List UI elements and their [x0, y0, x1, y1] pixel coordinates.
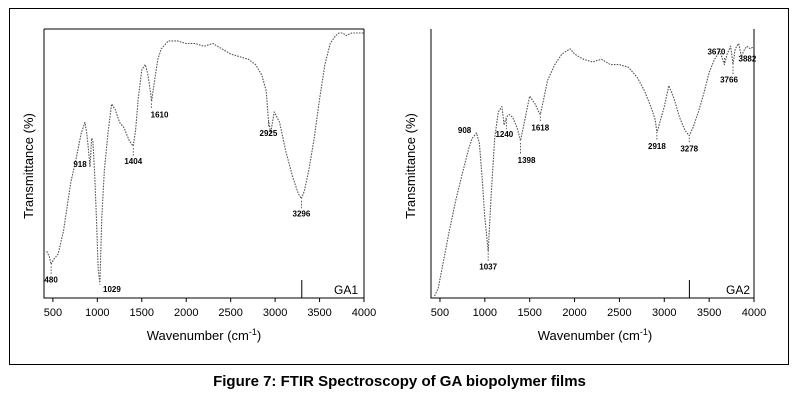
- spectrum-line: [434, 42, 755, 297]
- peak-label-3296: 3296: [293, 210, 311, 219]
- peak-label-1037: 1037: [479, 262, 497, 271]
- x-tick-label: 1500: [130, 307, 154, 319]
- peak-label-1240: 1240: [495, 130, 513, 139]
- x-axis-title-suffix: ): [257, 328, 261, 343]
- peak-label-1029: 1029: [103, 285, 121, 294]
- peak-label-1398: 1398: [518, 156, 536, 165]
- x-axis-title-prefix: Wavenumber (cm: [147, 328, 249, 343]
- x-tick-label: 3000: [263, 307, 287, 319]
- figure-frame: [9, 8, 789, 365]
- figure-caption: Figure 7: FTIR Spectroscopy of GA biopol…: [213, 373, 586, 390]
- peak-label-3766: 3766: [720, 76, 738, 85]
- x-tick-label: 1500: [517, 307, 541, 319]
- x-axis-title-exponent: -1: [249, 327, 257, 337]
- peak-label-1404: 1404: [124, 157, 142, 166]
- x-tick-label: 3000: [652, 307, 676, 319]
- x-axis-title-suffix: ): [648, 328, 652, 343]
- x-tick-label: 1000: [473, 307, 497, 319]
- peak-label-2925: 2925: [260, 129, 278, 138]
- x-tick-label: 500: [431, 307, 449, 319]
- x-tick-label: 4000: [352, 307, 376, 319]
- axes-frame: [43, 29, 365, 299]
- sample-label-ga1: GA1: [334, 283, 358, 297]
- x-axis-title: Wavenumber (cm-1): [538, 327, 652, 343]
- peak-label-3278: 3278: [680, 145, 698, 154]
- x-tick-label: 2000: [562, 307, 586, 319]
- peak-label-1610: 1610: [151, 110, 169, 119]
- peak-label-3670: 3670: [707, 48, 725, 57]
- x-tick-label: 4000: [742, 307, 766, 319]
- y-axis-title: Transmittance (%): [21, 113, 36, 219]
- peak-label-2918: 2918: [648, 142, 666, 151]
- peak-label-918: 918: [73, 160, 87, 169]
- peak-label-480: 480: [44, 275, 58, 284]
- y-axis-title: Transmittance (%): [403, 113, 418, 219]
- peak-label-908: 908: [458, 126, 472, 135]
- x-tick-label: 3500: [307, 307, 331, 319]
- x-tick-label: 2500: [218, 307, 242, 319]
- x-tick-label: 1000: [85, 307, 109, 319]
- peak-label-1618: 1618: [531, 124, 549, 133]
- x-tick-label: 2500: [607, 307, 631, 319]
- x-axis-title-prefix: Wavenumber (cm: [538, 328, 640, 343]
- axes-frame: [430, 29, 755, 299]
- peak-label-3882: 3882: [739, 54, 757, 63]
- x-tick-label: 3500: [697, 307, 721, 319]
- x-tick-label: 500: [44, 307, 62, 319]
- x-tick-label: 2000: [174, 307, 198, 319]
- x-axis-title-exponent: -1: [640, 327, 648, 337]
- x-axis-title: Wavenumber (cm-1): [147, 327, 261, 343]
- spectrum-line: [46, 32, 364, 284]
- sample-label-ga2: GA2: [726, 283, 750, 297]
